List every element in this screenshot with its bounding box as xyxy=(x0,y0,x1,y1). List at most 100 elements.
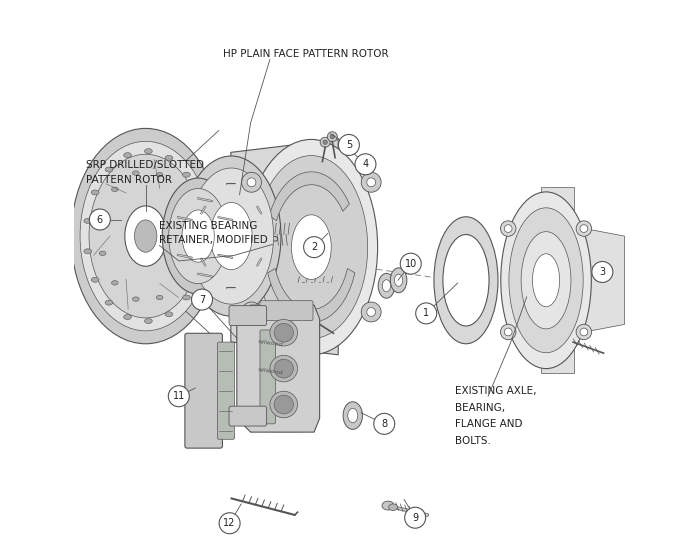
Ellipse shape xyxy=(270,355,298,382)
Ellipse shape xyxy=(443,235,489,326)
Ellipse shape xyxy=(186,223,193,227)
Circle shape xyxy=(361,302,381,322)
Ellipse shape xyxy=(99,251,106,255)
Ellipse shape xyxy=(124,315,132,320)
Circle shape xyxy=(330,134,335,139)
Circle shape xyxy=(374,413,395,435)
Text: 9: 9 xyxy=(412,513,418,523)
Circle shape xyxy=(328,132,337,142)
Circle shape xyxy=(405,507,426,528)
Ellipse shape xyxy=(378,274,395,298)
Ellipse shape xyxy=(165,312,173,317)
Ellipse shape xyxy=(71,128,220,344)
Circle shape xyxy=(168,386,189,407)
FancyBboxPatch shape xyxy=(260,301,313,321)
Circle shape xyxy=(504,225,512,233)
Circle shape xyxy=(241,302,262,322)
Ellipse shape xyxy=(200,241,208,246)
Ellipse shape xyxy=(111,281,118,285)
Ellipse shape xyxy=(181,156,281,316)
Ellipse shape xyxy=(105,300,113,305)
Circle shape xyxy=(504,328,512,336)
Ellipse shape xyxy=(500,192,592,369)
Circle shape xyxy=(580,328,588,336)
Text: 5: 5 xyxy=(346,140,352,150)
Polygon shape xyxy=(578,227,624,333)
Ellipse shape xyxy=(182,210,214,262)
Polygon shape xyxy=(231,139,338,355)
FancyBboxPatch shape xyxy=(218,342,234,440)
Polygon shape xyxy=(270,172,349,221)
Ellipse shape xyxy=(255,155,368,339)
FancyBboxPatch shape xyxy=(269,322,304,432)
Polygon shape xyxy=(268,269,355,322)
Circle shape xyxy=(400,253,421,274)
Ellipse shape xyxy=(80,142,211,331)
Ellipse shape xyxy=(165,155,173,160)
FancyBboxPatch shape xyxy=(260,330,275,424)
Ellipse shape xyxy=(183,295,190,300)
Circle shape xyxy=(90,209,111,230)
Ellipse shape xyxy=(183,172,190,177)
Circle shape xyxy=(592,261,613,282)
Text: 1: 1 xyxy=(423,309,429,319)
Text: BOLTS.: BOLTS. xyxy=(455,436,491,446)
Ellipse shape xyxy=(274,359,293,378)
Ellipse shape xyxy=(169,189,228,284)
Ellipse shape xyxy=(348,408,358,423)
Ellipse shape xyxy=(270,391,298,418)
Ellipse shape xyxy=(134,220,157,252)
Circle shape xyxy=(500,221,516,236)
Ellipse shape xyxy=(274,395,293,414)
FancyBboxPatch shape xyxy=(185,333,223,448)
Ellipse shape xyxy=(200,226,208,231)
Ellipse shape xyxy=(91,278,99,282)
Text: RETAINER, MODIFIED: RETAINER, MODIFIED xyxy=(160,235,268,245)
Circle shape xyxy=(338,134,359,155)
Ellipse shape xyxy=(156,173,163,177)
Polygon shape xyxy=(540,188,574,373)
Ellipse shape xyxy=(176,191,183,196)
Ellipse shape xyxy=(270,320,298,346)
Text: EXISTING AXLE,: EXISTING AXLE, xyxy=(455,386,536,396)
Ellipse shape xyxy=(245,139,377,355)
Circle shape xyxy=(304,236,325,258)
Ellipse shape xyxy=(84,249,92,254)
Ellipse shape xyxy=(144,319,153,324)
Text: BEARING,: BEARING, xyxy=(455,403,505,413)
Polygon shape xyxy=(237,305,320,432)
Text: 4: 4 xyxy=(363,159,368,169)
Ellipse shape xyxy=(395,274,402,286)
Circle shape xyxy=(247,307,256,316)
Ellipse shape xyxy=(521,231,571,329)
Circle shape xyxy=(323,140,328,144)
Text: 10: 10 xyxy=(405,259,417,269)
Ellipse shape xyxy=(382,280,391,292)
Text: 7: 7 xyxy=(199,295,205,305)
Text: 8: 8 xyxy=(382,419,387,429)
Text: wilwood: wilwood xyxy=(257,367,284,375)
FancyBboxPatch shape xyxy=(229,406,267,426)
Ellipse shape xyxy=(382,501,394,510)
Circle shape xyxy=(580,225,588,233)
Ellipse shape xyxy=(105,167,113,172)
Circle shape xyxy=(219,513,240,534)
Circle shape xyxy=(576,221,592,236)
Circle shape xyxy=(247,178,256,186)
Circle shape xyxy=(192,289,213,310)
Text: 6: 6 xyxy=(97,215,103,225)
Ellipse shape xyxy=(434,217,498,344)
Ellipse shape xyxy=(391,268,407,292)
Text: 2: 2 xyxy=(311,242,317,252)
Ellipse shape xyxy=(162,178,234,294)
Circle shape xyxy=(576,324,592,340)
Circle shape xyxy=(320,137,330,147)
Ellipse shape xyxy=(291,215,331,279)
Ellipse shape xyxy=(189,168,274,304)
Circle shape xyxy=(367,307,376,316)
Ellipse shape xyxy=(144,149,153,154)
Ellipse shape xyxy=(274,324,293,342)
Ellipse shape xyxy=(509,208,583,353)
Ellipse shape xyxy=(132,171,139,175)
Text: wilwood: wilwood xyxy=(257,339,284,347)
